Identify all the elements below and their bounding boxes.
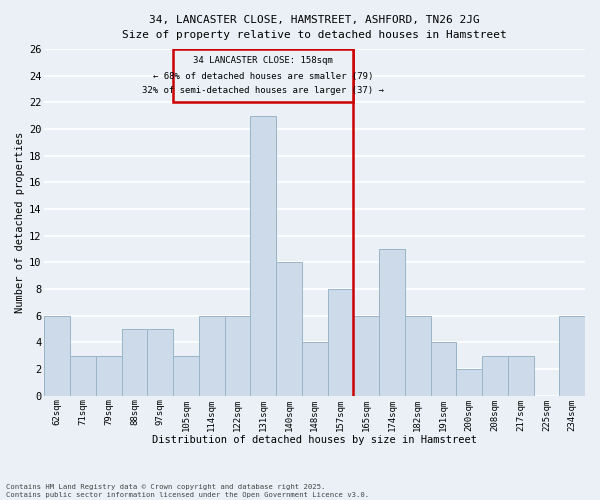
Bar bbox=[482, 356, 508, 396]
Bar bbox=[70, 356, 96, 396]
Text: 34 LANCASTER CLOSE: 158sqm: 34 LANCASTER CLOSE: 158sqm bbox=[193, 56, 333, 64]
Bar bbox=[353, 316, 379, 396]
Text: ← 68% of detached houses are smaller (79): ← 68% of detached houses are smaller (79… bbox=[153, 72, 373, 80]
Title: 34, LANCASTER CLOSE, HAMSTREET, ASHFORD, TN26 2JG
Size of property relative to d: 34, LANCASTER CLOSE, HAMSTREET, ASHFORD,… bbox=[122, 15, 507, 40]
Bar bbox=[148, 329, 173, 396]
Bar bbox=[173, 356, 199, 396]
Bar bbox=[302, 342, 328, 396]
Bar bbox=[328, 289, 353, 396]
Y-axis label: Number of detached properties: Number of detached properties bbox=[15, 132, 25, 313]
Bar bbox=[379, 249, 405, 396]
Bar bbox=[250, 116, 276, 396]
Bar bbox=[96, 356, 122, 396]
Bar bbox=[199, 316, 224, 396]
X-axis label: Distribution of detached houses by size in Hamstreet: Distribution of detached houses by size … bbox=[152, 435, 477, 445]
Bar bbox=[122, 329, 148, 396]
Bar bbox=[508, 356, 533, 396]
Bar bbox=[224, 316, 250, 396]
Bar bbox=[559, 316, 585, 396]
Text: 32% of semi-detached houses are larger (37) →: 32% of semi-detached houses are larger (… bbox=[142, 86, 384, 96]
Bar bbox=[456, 369, 482, 396]
Bar bbox=[405, 316, 431, 396]
Bar bbox=[431, 342, 456, 396]
Bar bbox=[44, 316, 70, 396]
Text: Contains HM Land Registry data © Crown copyright and database right 2025.
Contai: Contains HM Land Registry data © Crown c… bbox=[6, 484, 369, 498]
Bar bbox=[173, 49, 353, 102]
Bar bbox=[276, 262, 302, 396]
